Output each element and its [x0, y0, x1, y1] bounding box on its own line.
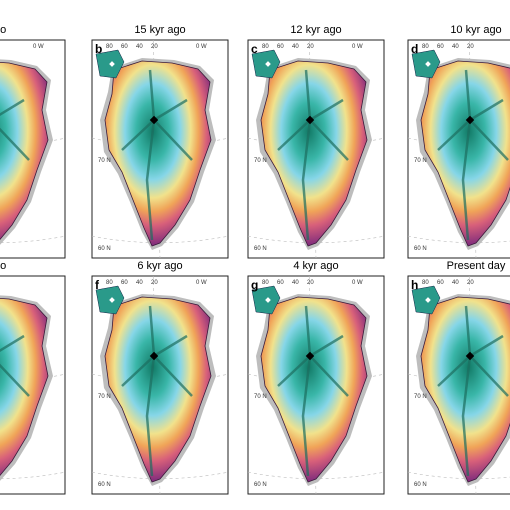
panel-letter: d: [411, 42, 418, 56]
panel-letter: g: [251, 278, 258, 292]
map-panel: h806040200 W70 N60 N: [407, 275, 510, 495]
ice-divide: [121, 69, 193, 241]
panel-title: ago: [0, 260, 6, 272]
lon-label: 80: [262, 280, 269, 286]
panel-title: 12 kyr ago: [290, 24, 341, 36]
panel-letter: h: [411, 278, 418, 292]
ice-divide: [437, 69, 509, 241]
lon-label: 20: [307, 280, 314, 286]
lon-label: 80: [422, 280, 429, 286]
lon-label: 80: [262, 44, 269, 50]
lon-label: 60: [277, 44, 284, 50]
ice-sheet: [260, 60, 368, 247]
lon-label: 20: [467, 44, 474, 50]
lat-label: 70 N: [98, 158, 111, 164]
lon-label: 0 W: [352, 44, 363, 50]
summit-marker: [305, 351, 315, 361]
graticule: [0, 235, 66, 243]
lon-label: 80: [106, 44, 113, 50]
ice-divide: [437, 305, 509, 477]
lon-label: 60: [437, 280, 444, 286]
lat-label: 60 N: [254, 482, 267, 488]
ice-sheet: [104, 296, 212, 483]
lat-label: 60 N: [254, 246, 267, 252]
lon-label: 80: [422, 44, 429, 50]
lon-label: 60: [121, 280, 128, 286]
lon-label: 40: [452, 44, 459, 50]
ice-divide: [277, 305, 349, 477]
lat-label: 70 N: [254, 394, 267, 400]
lon-label: 0 W: [352, 280, 363, 286]
lat-label: 70 N: [414, 158, 427, 164]
lat-label: 70 N: [254, 158, 267, 164]
map-panel: d806040200 W70 N60 N: [407, 39, 510, 259]
lon-label: 60: [437, 44, 444, 50]
lon-label: 40: [292, 44, 299, 50]
map-panel: [0, 275, 66, 495]
lat-label: 60 N: [414, 482, 427, 488]
panel-title: 15 kyr ago: [134, 24, 185, 36]
lat-label: 70 N: [98, 394, 111, 400]
lat-label: 60 N: [414, 246, 427, 252]
lon-label: 40: [292, 280, 299, 286]
ice-divide: [277, 69, 349, 241]
lon-label: 20: [151, 44, 158, 50]
lon-label: 0 W: [33, 44, 44, 50]
lon-label: 0 W: [196, 280, 207, 286]
map-panel: c 80 60 40 20 0 W 70 N 60 N: [247, 39, 385, 259]
lat-label: 70 N: [414, 394, 427, 400]
lon-label: 60: [121, 44, 128, 50]
lon-label: 80: [106, 280, 113, 286]
panel-letter: b: [95, 42, 102, 56]
ice-divide: [0, 98, 30, 161]
summit-marker: [465, 351, 475, 361]
lat-label: 60 N: [98, 482, 111, 488]
lon-label: 40: [452, 280, 459, 286]
lon-label: 60: [277, 280, 284, 286]
lon-label: 40: [136, 280, 143, 286]
ice-sheet: [104, 60, 212, 247]
ice-divide: [121, 305, 193, 477]
ice-sheet: [260, 296, 368, 483]
graticule: [0, 471, 66, 479]
lon-label: 20: [307, 44, 314, 50]
panel-title: 4 kyr ago: [293, 260, 338, 272]
summit-marker: [465, 115, 475, 125]
panel-letter: f: [95, 278, 100, 292]
lon-label: 20: [151, 280, 158, 286]
lon-label: 0 W: [196, 44, 207, 50]
panel-title: 6 kyr ago: [137, 260, 182, 272]
ice-divide: [0, 334, 30, 397]
map-panel: g 80 60 40 20 0 W 70 N 60 N: [247, 275, 385, 495]
lat-label: 60 N: [98, 246, 111, 252]
map-panel: f 80 60 40 20 0 W 70 N 60 N: [91, 275, 229, 495]
panel-title: Present day: [447, 260, 506, 272]
map-panel: 0 W: [0, 39, 66, 259]
panel-title: ago: [0, 24, 6, 36]
panel-letter: c: [251, 42, 258, 56]
panel-title: 10 kyr ago: [450, 24, 501, 36]
lon-label: 40: [136, 44, 143, 50]
summit-marker: [305, 115, 315, 125]
summit-marker: [149, 351, 159, 361]
lon-label: 20: [467, 280, 474, 286]
map-panel: b 80 60 40 20 0 W 70 N 60 N: [91, 39, 229, 259]
